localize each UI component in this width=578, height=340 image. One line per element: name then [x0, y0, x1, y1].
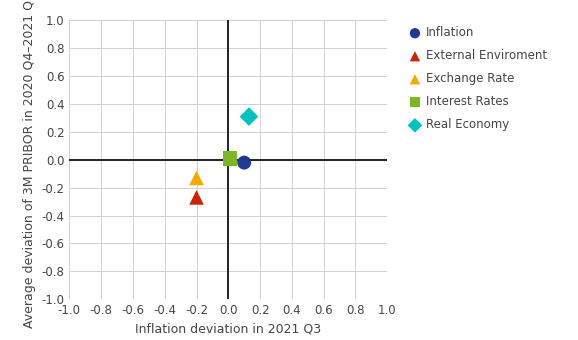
Point: [192, 175, 201, 181]
X-axis label: Inflation deviation in 2021 Q3: Inflation deviation in 2021 Q3: [135, 323, 321, 336]
Point: [240, 160, 249, 165]
Y-axis label: Average deviation of 3M PRIBOR in 2020 Q4–2021 Q3: Average deviation of 3M PRIBOR in 2020 Q…: [23, 0, 36, 328]
Legend: Inflation, External Enviroment, Exchange Rate, Interest Rates, Real Economy: Inflation, External Enviroment, Exchange…: [409, 26, 547, 132]
Point: [244, 114, 254, 119]
Point: [225, 156, 235, 161]
Point: [192, 195, 201, 200]
